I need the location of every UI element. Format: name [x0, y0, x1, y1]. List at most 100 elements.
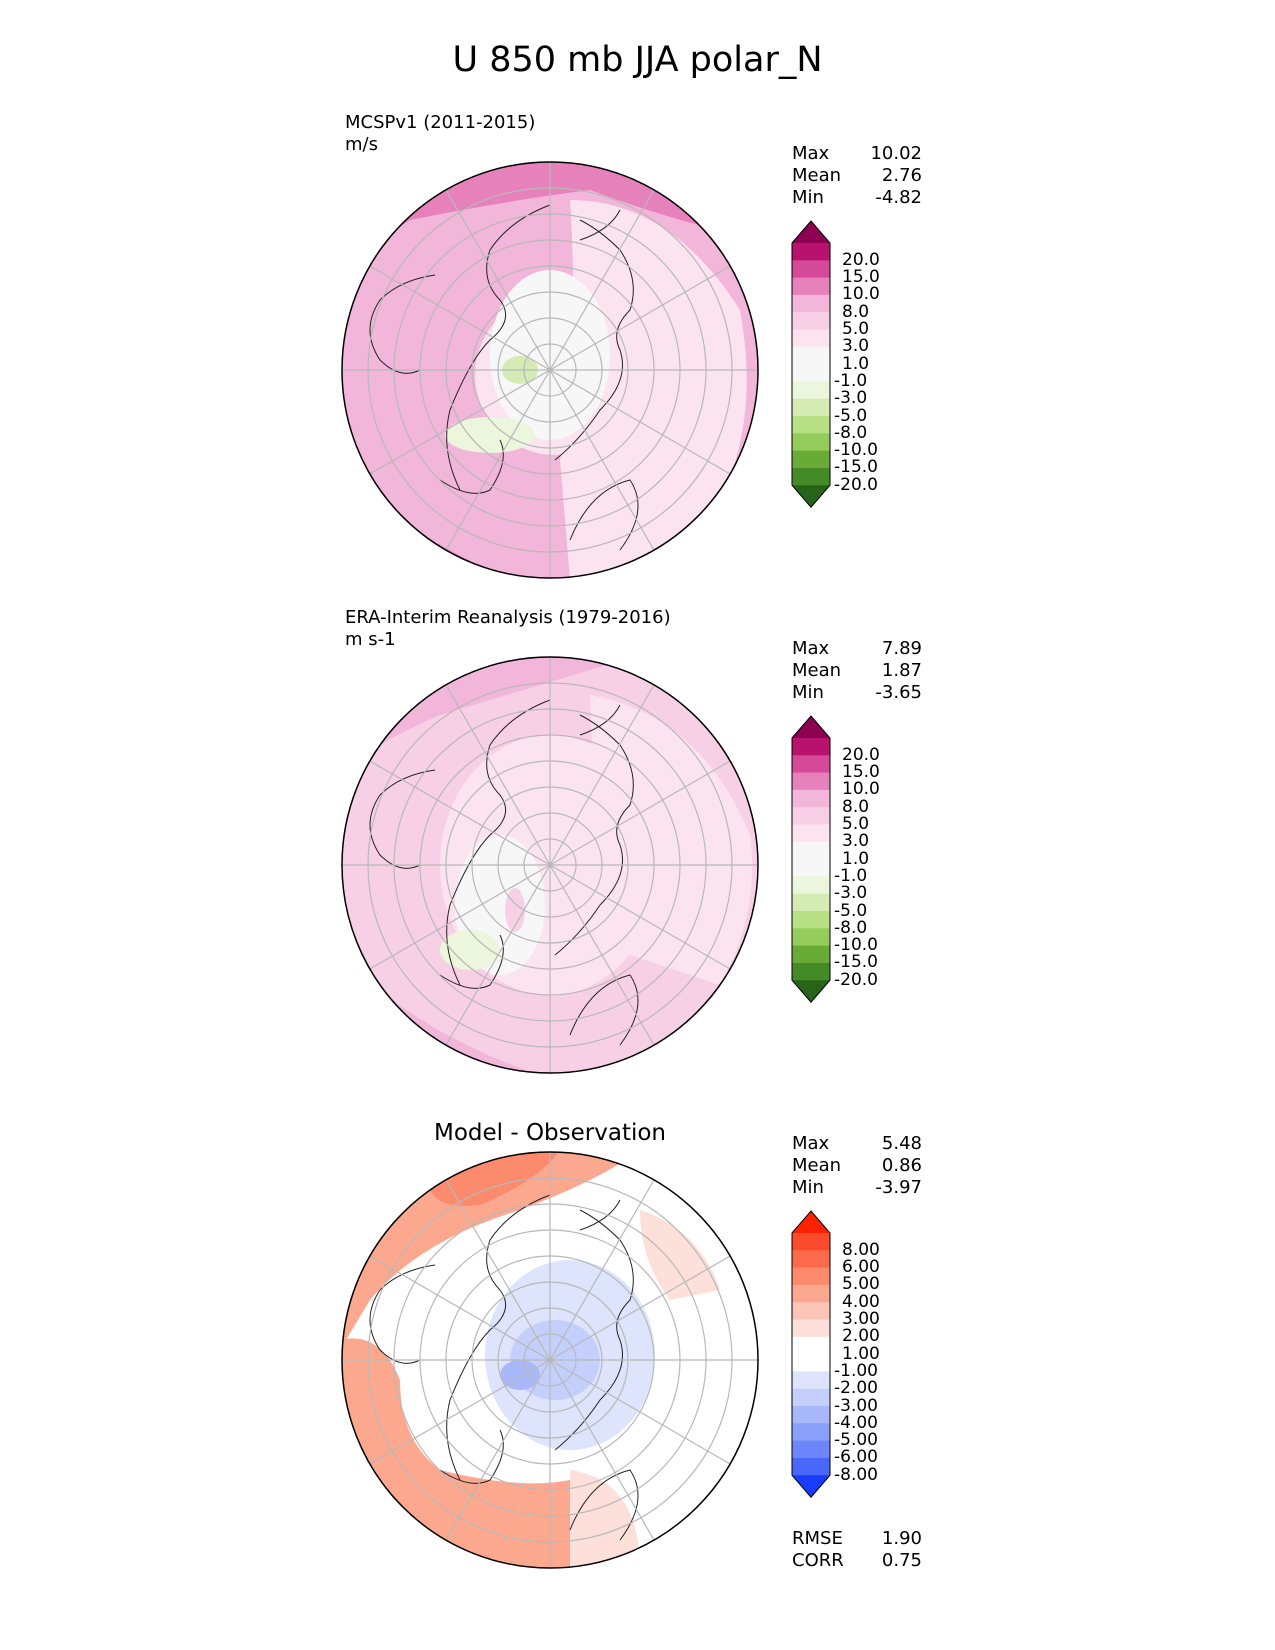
colorbar-tick-label: 8.0: [842, 301, 870, 322]
colorbar-swatch: [792, 243, 830, 261]
stat-row: Max 7.89: [792, 638, 922, 660]
colorbar-swatch: [792, 1336, 830, 1355]
stat-label: Mean: [792, 660, 842, 681]
colorbar-swatch: [792, 1267, 830, 1286]
field-band-jet: [342, 162, 758, 290]
colorbar-tick-label: 6.00: [842, 1257, 880, 1278]
colorbar-tick-label: 1.0: [842, 848, 870, 869]
colorbar-extend-top: [792, 1211, 830, 1233]
colorbar-swatch: [792, 433, 830, 452]
field-band-inner: [560, 200, 747, 578]
colorbar-tick-label: -3.0: [834, 388, 868, 409]
colorbar-tick-label: 20.0: [842, 744, 880, 765]
panel-title: Model - Observation: [433, 1120, 667, 1146]
colorbar-swatch: [792, 312, 830, 330]
colorbar-swatch: [792, 1423, 830, 1442]
coastline: [439, 439, 504, 494]
stats-box: Max 10.02 Mean 2.76 Min -4.82: [792, 143, 922, 209]
stat-row: CORR 0.75: [792, 1550, 922, 1572]
stat-value: 10.02: [870, 143, 922, 164]
stat-value: 1.90: [881, 1528, 922, 1549]
panel-title: MCSPv1 (2011-2015) m/s: [345, 112, 536, 155]
coastline: [579, 1199, 621, 1231]
colorbar-tick-label: -3.00: [834, 1395, 878, 1416]
map-boundary: [341, 1151, 759, 1569]
stat-value: -4.82: [875, 187, 922, 208]
stat-value: 7.89: [881, 638, 922, 659]
colorbar-tick-label: 5.00: [842, 1274, 880, 1295]
stat-label: Mean: [792, 165, 842, 186]
colorbar-outline: [791, 1210, 831, 1498]
stats-box: Max 7.89 Mean 1.87 Min -3.65: [792, 638, 922, 704]
colorbar-swatch: [792, 467, 830, 486]
colorbar-swatch: [792, 1440, 830, 1459]
error-stats-box: RMSE 1.90 CORR 0.75: [792, 1528, 922, 1572]
colorbar-tick-label: -5.0: [834, 405, 868, 426]
colorbar-tick-label: -10.0: [834, 440, 878, 461]
coastline: [569, 1469, 639, 1541]
colorbar-swatch: [792, 755, 830, 774]
stat-value: 0.86: [881, 1155, 922, 1176]
colorbar-extend-top: [792, 221, 830, 243]
colorbar-swatch: [792, 1457, 830, 1476]
colorbar-tick-label: -1.0: [834, 865, 868, 886]
colorbar-swatch: [792, 398, 830, 417]
colorbar-swatch: [792, 1354, 830, 1372]
colorbar-tick-label: -15.0: [834, 952, 878, 973]
stat-row: RMSE 1.90: [792, 1528, 922, 1550]
colorbar-outline: [791, 715, 831, 1003]
colorbar-tick-label: 8.00: [842, 1239, 880, 1260]
stat-row: Mean 0.86: [792, 1155, 922, 1177]
figure-title: U 850 mb JJA polar_N: [452, 40, 823, 80]
stat-row: Min -3.65: [792, 682, 922, 704]
coastline: [446, 1194, 551, 1481]
colorbar-tick-label: -8.00: [834, 1464, 878, 1485]
colorbar-extend-bottom: [792, 980, 830, 1003]
stat-value: 2.76: [881, 165, 922, 186]
coastline: [446, 699, 551, 986]
colorbar-swatch: [792, 1406, 830, 1424]
field-positive: [640, 1210, 720, 1300]
colorbar-extend-bottom: [792, 1475, 830, 1498]
stat-label: RMSE: [792, 1528, 843, 1549]
colorbar-tick-label: 2.00: [842, 1326, 880, 1347]
colorbar-tick-label: -3.0: [834, 883, 868, 904]
panel-model: MCSPv1 (2011-2015) m/s Max 10.02 Mean 2.76 M…: [0, 110, 1275, 590]
colorbar-tick-label: 5.0: [842, 814, 870, 834]
coastline: [446, 204, 551, 491]
colorbar-tick-label: -5.00: [834, 1430, 878, 1451]
colorbar-tick-label: 20.0: [842, 249, 880, 270]
colorbar-extend-bottom: [792, 485, 830, 508]
colorbar-swatch: [792, 260, 830, 279]
colorbar-swatch: [792, 277, 830, 296]
colorbar-swatch: [792, 294, 830, 313]
colorbar-swatch: [792, 381, 830, 400]
coastline: [569, 479, 639, 551]
colorbar-tick-label: 10.0: [842, 284, 880, 305]
stat-label: Min: [792, 682, 824, 703]
polar-map-obs: [341, 656, 759, 1074]
colorbar-swatch: [792, 1250, 830, 1269]
colorbar-swatch: [792, 893, 830, 912]
colorbar-tick-label: 3.0: [842, 336, 870, 357]
colorbar-swatch: [792, 859, 830, 877]
colorbar-tick-label: -20.0: [834, 969, 878, 990]
colorbar-tick-label: 1.00: [842, 1343, 880, 1364]
colorbar-swatch: [792, 1284, 830, 1303]
polar-map-diff: [341, 1151, 759, 1569]
colorbar-swatch: [792, 1371, 830, 1390]
colorbar-swatch: [792, 824, 830, 843]
colorbar-swatch: [792, 928, 830, 947]
colorbar-tick-label: -4.00: [834, 1412, 878, 1433]
coastline: [579, 704, 621, 736]
panel-obs: ERA-Interim Reanalysis (1979-2016) m s-1…: [0, 605, 1275, 1085]
colorbar-extend-top: [792, 716, 830, 738]
coastline: [569, 974, 639, 1046]
panel-title: ERA-Interim Reanalysis (1979-2016) m s-1: [345, 607, 671, 650]
colorbar-tick-label: -8.0: [834, 422, 868, 443]
stat-label: Min: [792, 187, 824, 208]
stat-row: Min -4.82: [792, 187, 922, 209]
polar-map-model: [341, 161, 759, 579]
colorbar-swatch: [792, 962, 830, 981]
coastline: [579, 209, 621, 241]
